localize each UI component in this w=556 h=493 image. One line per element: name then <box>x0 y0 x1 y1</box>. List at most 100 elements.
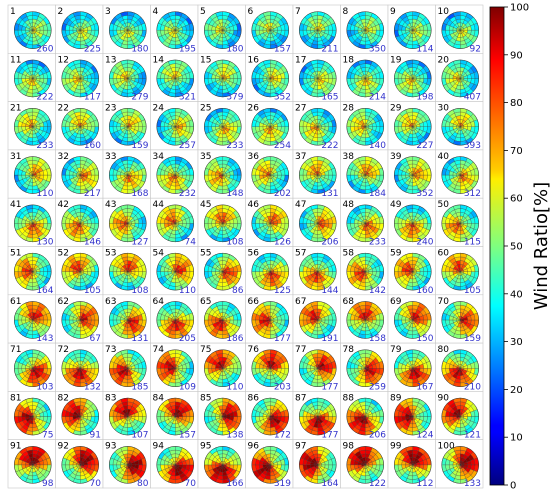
panel-count: 254 <box>274 141 291 151</box>
panel-count: 222 <box>321 141 338 151</box>
panel: 42 146 <box>55 197 104 248</box>
panel-count: 126 <box>274 238 291 248</box>
panel-count: 148 <box>226 189 243 199</box>
panel-count: 168 <box>131 189 148 199</box>
polar-map <box>299 204 337 243</box>
panel-count: 214 <box>369 93 386 103</box>
panel-number: 36 <box>248 152 260 162</box>
polar-map <box>14 108 52 146</box>
panel-count: 142 <box>369 286 386 296</box>
panel: 12 117 <box>55 52 104 103</box>
polar-map <box>14 252 52 291</box>
panel-count: 206 <box>321 238 338 248</box>
panel-count: 352 <box>416 189 433 199</box>
polar-map <box>299 11 337 49</box>
panel-number: 29 <box>390 104 402 114</box>
panel-number: 41 <box>10 200 21 210</box>
panel: 18 214 <box>340 52 389 103</box>
panel-count: 117 <box>84 93 101 103</box>
polar-map <box>251 108 289 146</box>
panel-count: 225 <box>84 44 101 54</box>
polar-map <box>346 59 384 98</box>
polar-map <box>109 59 147 98</box>
polar-map <box>156 204 194 243</box>
polar-map <box>156 108 194 146</box>
polar-map <box>204 11 242 49</box>
panel-count: 144 <box>321 286 338 296</box>
polar-map <box>251 204 289 243</box>
polar-outline <box>156 11 194 49</box>
panel-count: 140 <box>369 141 386 151</box>
polar-map <box>61 108 99 146</box>
polar-map <box>251 11 289 49</box>
panel-number: 18 <box>343 55 355 65</box>
polar-map <box>61 11 99 49</box>
panel-count: 180 <box>226 44 243 54</box>
panel-number: 30 <box>438 104 450 114</box>
polar-map <box>251 252 289 291</box>
polar-outline <box>61 11 99 49</box>
panel-count: 114 <box>416 44 433 54</box>
polar-map <box>346 204 384 243</box>
panel-count: 125 <box>274 286 291 296</box>
panel-number: 42 <box>58 200 69 210</box>
polar-map <box>156 252 194 291</box>
panel-number: 26 <box>248 104 260 114</box>
panel-number: 43 <box>105 200 116 210</box>
polar-map <box>394 204 432 243</box>
panel-number: 49 <box>390 200 402 210</box>
panel-number: 54 <box>153 249 165 259</box>
panel-count: 160 <box>84 141 101 151</box>
panel-number: 12 <box>58 55 69 65</box>
panel-number: 13 <box>105 55 116 65</box>
polar-map <box>109 11 147 49</box>
panel-count: 312 <box>464 189 481 199</box>
panel-number: 44 <box>153 200 165 210</box>
panel-number: 57 <box>295 249 306 259</box>
panel-count: 146 <box>84 238 101 248</box>
panel-count: 184 <box>369 189 386 199</box>
polar-map <box>14 156 52 194</box>
panel-number: 11 <box>10 55 21 65</box>
panel-number: 48 <box>343 200 355 210</box>
polar-map <box>299 252 337 291</box>
polar-map <box>14 11 52 49</box>
panel-number: 10 <box>438 7 450 17</box>
panel-count: 115 <box>464 238 481 248</box>
panel-count: 131 <box>321 189 338 199</box>
polar-map <box>61 252 99 291</box>
panel-count: 321 <box>179 93 196 103</box>
polar-map <box>156 59 194 98</box>
